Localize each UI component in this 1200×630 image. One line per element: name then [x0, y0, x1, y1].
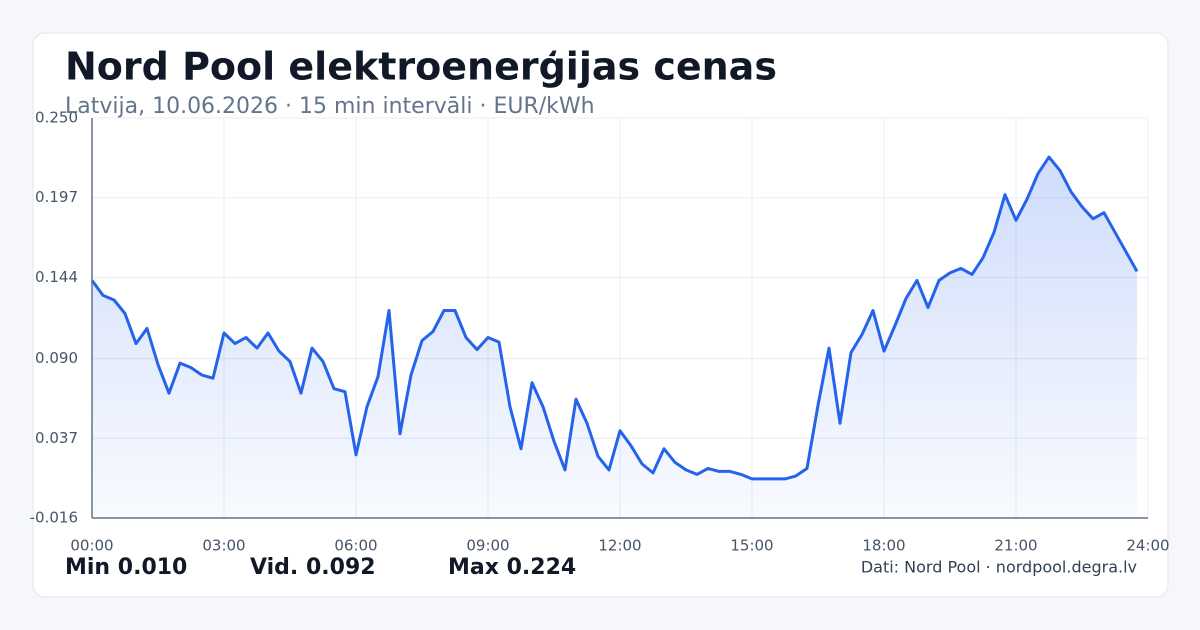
stat-value: 0.010 — [118, 555, 188, 580]
x-tick-label: 24:00 — [1126, 537, 1169, 555]
x-tick-label: 03:00 — [202, 537, 245, 555]
stat-label: Max — [448, 555, 499, 580]
stat: Vid. 0.092 — [250, 555, 376, 580]
x-tick-label: 21:00 — [994, 537, 1037, 555]
x-tick-label: 12:00 — [598, 537, 641, 555]
stat: Min 0.010 — [65, 555, 187, 580]
y-tick-label: 0.250 — [35, 109, 78, 127]
area — [92, 157, 1137, 518]
y-tick-label: 0.037 — [35, 429, 78, 447]
chart-subtitle: Latvija, 10.06.2026 · 15 min intervāli ·… — [65, 94, 595, 119]
y-tick-label: 0.090 — [35, 349, 78, 367]
y-tick-label: 0.197 — [35, 188, 78, 206]
price-line — [90, 155, 1139, 481]
x-tick-label: 09:00 — [466, 537, 509, 555]
chart-title: Nord Pool elektroenerģijas cenas — [65, 45, 777, 89]
stat-label: Vid. — [250, 555, 298, 580]
x-tick-label: 15:00 — [730, 537, 773, 555]
stat-value: 0.092 — [306, 555, 376, 580]
y-tick-label: -0.016 — [30, 509, 78, 527]
stat-value: 0.224 — [507, 555, 577, 580]
source: Dati: Nord Pool · nordpool.degra.lv — [861, 558, 1137, 577]
y-tick-label: 0.144 — [35, 268, 78, 286]
x-tick-label: 18:00 — [862, 537, 905, 555]
x-tick-label: 06:00 — [334, 537, 377, 555]
stat: Max 0.224 — [448, 555, 576, 580]
stat-label: Min — [65, 555, 110, 580]
x-tick-label: 00:00 — [70, 537, 113, 555]
